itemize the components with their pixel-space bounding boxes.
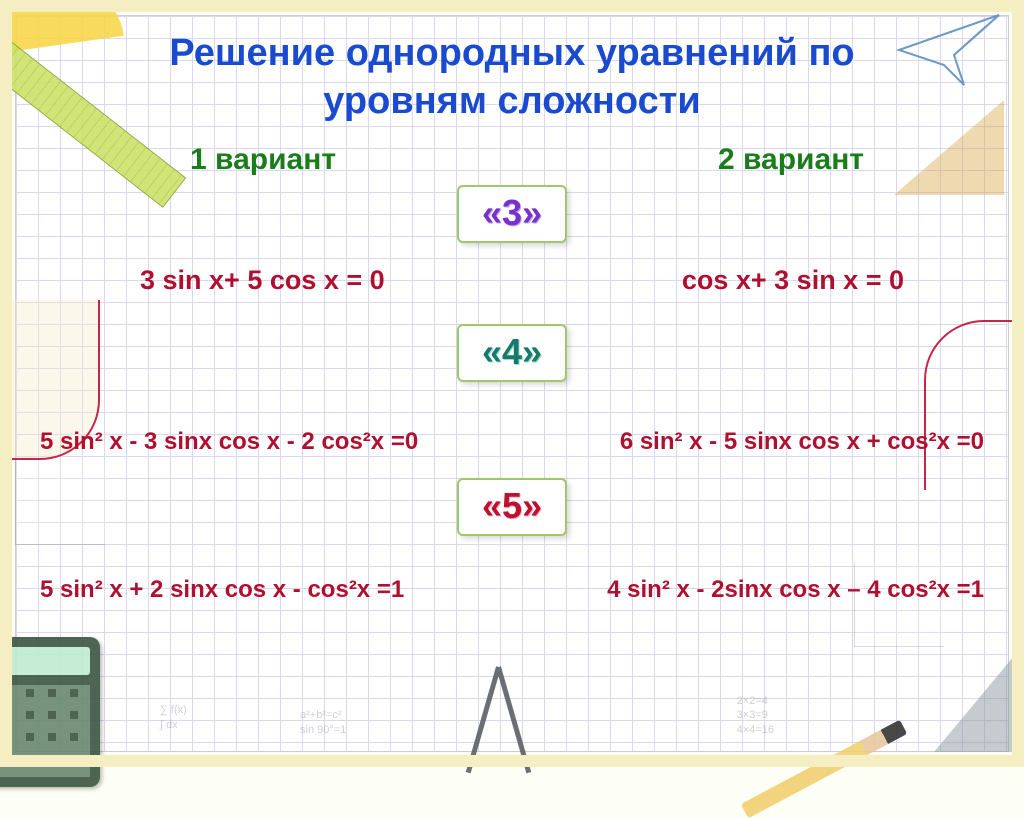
title-line-2: уровням сложности	[323, 80, 700, 122]
level-4-equations: 5 sin² x - 3 sinx cos x - 2 cos²x =0 6 s…	[0, 382, 1024, 456]
level-3-equations: 3 sin x+ 5 cos x = 0 cos x+ 3 sin x = 0	[0, 243, 1024, 300]
eq-l3-v2: cos x+ 3 sin x = 0	[682, 265, 904, 296]
eq-l4-v2: 6 sin² x - 5 sinx cos x + cos²x =0	[620, 428, 984, 456]
level-5-box: «5»	[457, 478, 567, 536]
level-3-box: «3»	[457, 185, 567, 243]
eq-l5-v2: 4 sin² x - 2sinx cos x – 4 cos²x =1	[607, 576, 984, 604]
eq-l3-v1: 3 sin x+ 5 cos x = 0	[140, 265, 385, 296]
variants-row: 1 вариант 2 вариант	[0, 125, 1024, 177]
eq-l4-v1: 5 sin² x - 3 sinx cos x - 2 cos²x =0	[40, 428, 418, 456]
slide-title: Решение однородных уравнений по уровням …	[0, 30, 1024, 125]
title-line-1: Решение однородных уравнений по	[169, 32, 854, 74]
variant-1-label: 1 вариант	[190, 143, 336, 177]
slide-content: Решение однородных уравнений по уровням …	[0, 0, 1024, 767]
variant-2-label: 2 вариант	[718, 143, 864, 177]
level-5-equations: 5 sin² x + 2 sinx cos x - cos²x =1 4 sin…	[0, 536, 1024, 604]
level-4-box: «4»	[457, 324, 567, 382]
eq-l5-v1: 5 sin² x + 2 sinx cos x - cos²x =1	[40, 576, 404, 604]
